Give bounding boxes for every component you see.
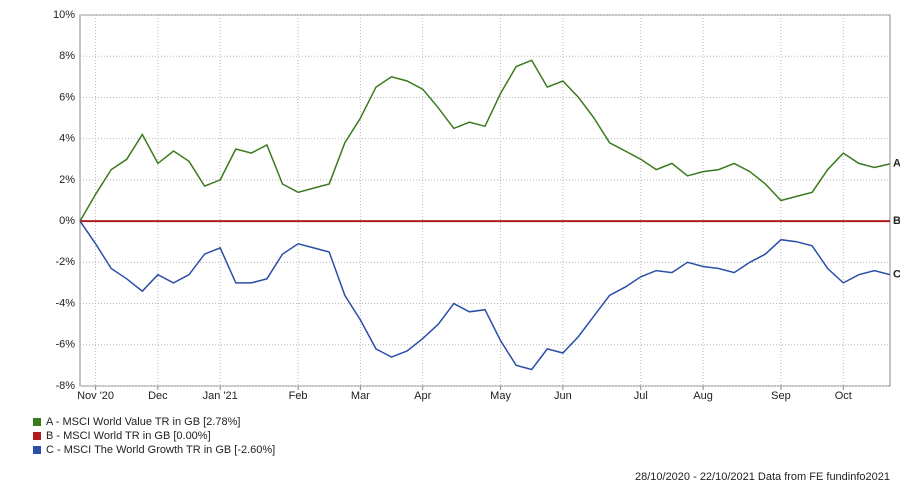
y-tick-label: -6% [55,339,75,351]
plot-frame [79,14,891,387]
y-tick-label: -4% [55,297,75,309]
legend-label: B - MSCI World TR in GB [0.00%] [46,430,211,442]
x-tick-label: Oct [835,390,852,402]
series-line [79,59,891,222]
y-tick-label: 0% [59,215,75,227]
series-line [79,220,891,371]
y-tick-label: 2% [59,174,75,186]
y-tick-label: 10% [53,9,75,21]
x-tick-label: May [490,390,511,402]
x-tick-label: Jul [634,390,648,402]
x-tick-label: Apr [414,390,431,402]
legend-swatch [33,446,41,454]
legend-label: C - MSCI The World Growth TR in GB [-2.6… [46,444,275,456]
y-tick-label: 8% [59,50,75,62]
x-tick-label: Jun [554,390,572,402]
legend-label: A - MSCI World Value TR in GB [2.78%] [46,416,240,428]
y-tick-label: 4% [59,133,75,145]
y-tick-label: -2% [55,256,75,268]
x-tick-label: Feb [289,390,308,402]
x-tick-label: Sep [771,390,791,402]
end-label: B [893,215,900,227]
x-tick-label: Mar [351,390,370,402]
x-tick-label: Aug [693,390,713,402]
legend-swatch [33,418,41,426]
x-tick-label: Jan '21 [203,390,238,402]
y-tick-label: -8% [55,380,75,392]
y-tick-label: 6% [59,91,75,103]
end-label: C [893,269,900,281]
x-tick-label: Nov '20 [77,390,114,402]
end-label: A [893,158,900,170]
x-tick-label: Dec [148,390,168,402]
footer: 28/10/2020 - 22/10/2021 Data from FE fun… [635,471,890,483]
legend-swatch [33,432,41,440]
